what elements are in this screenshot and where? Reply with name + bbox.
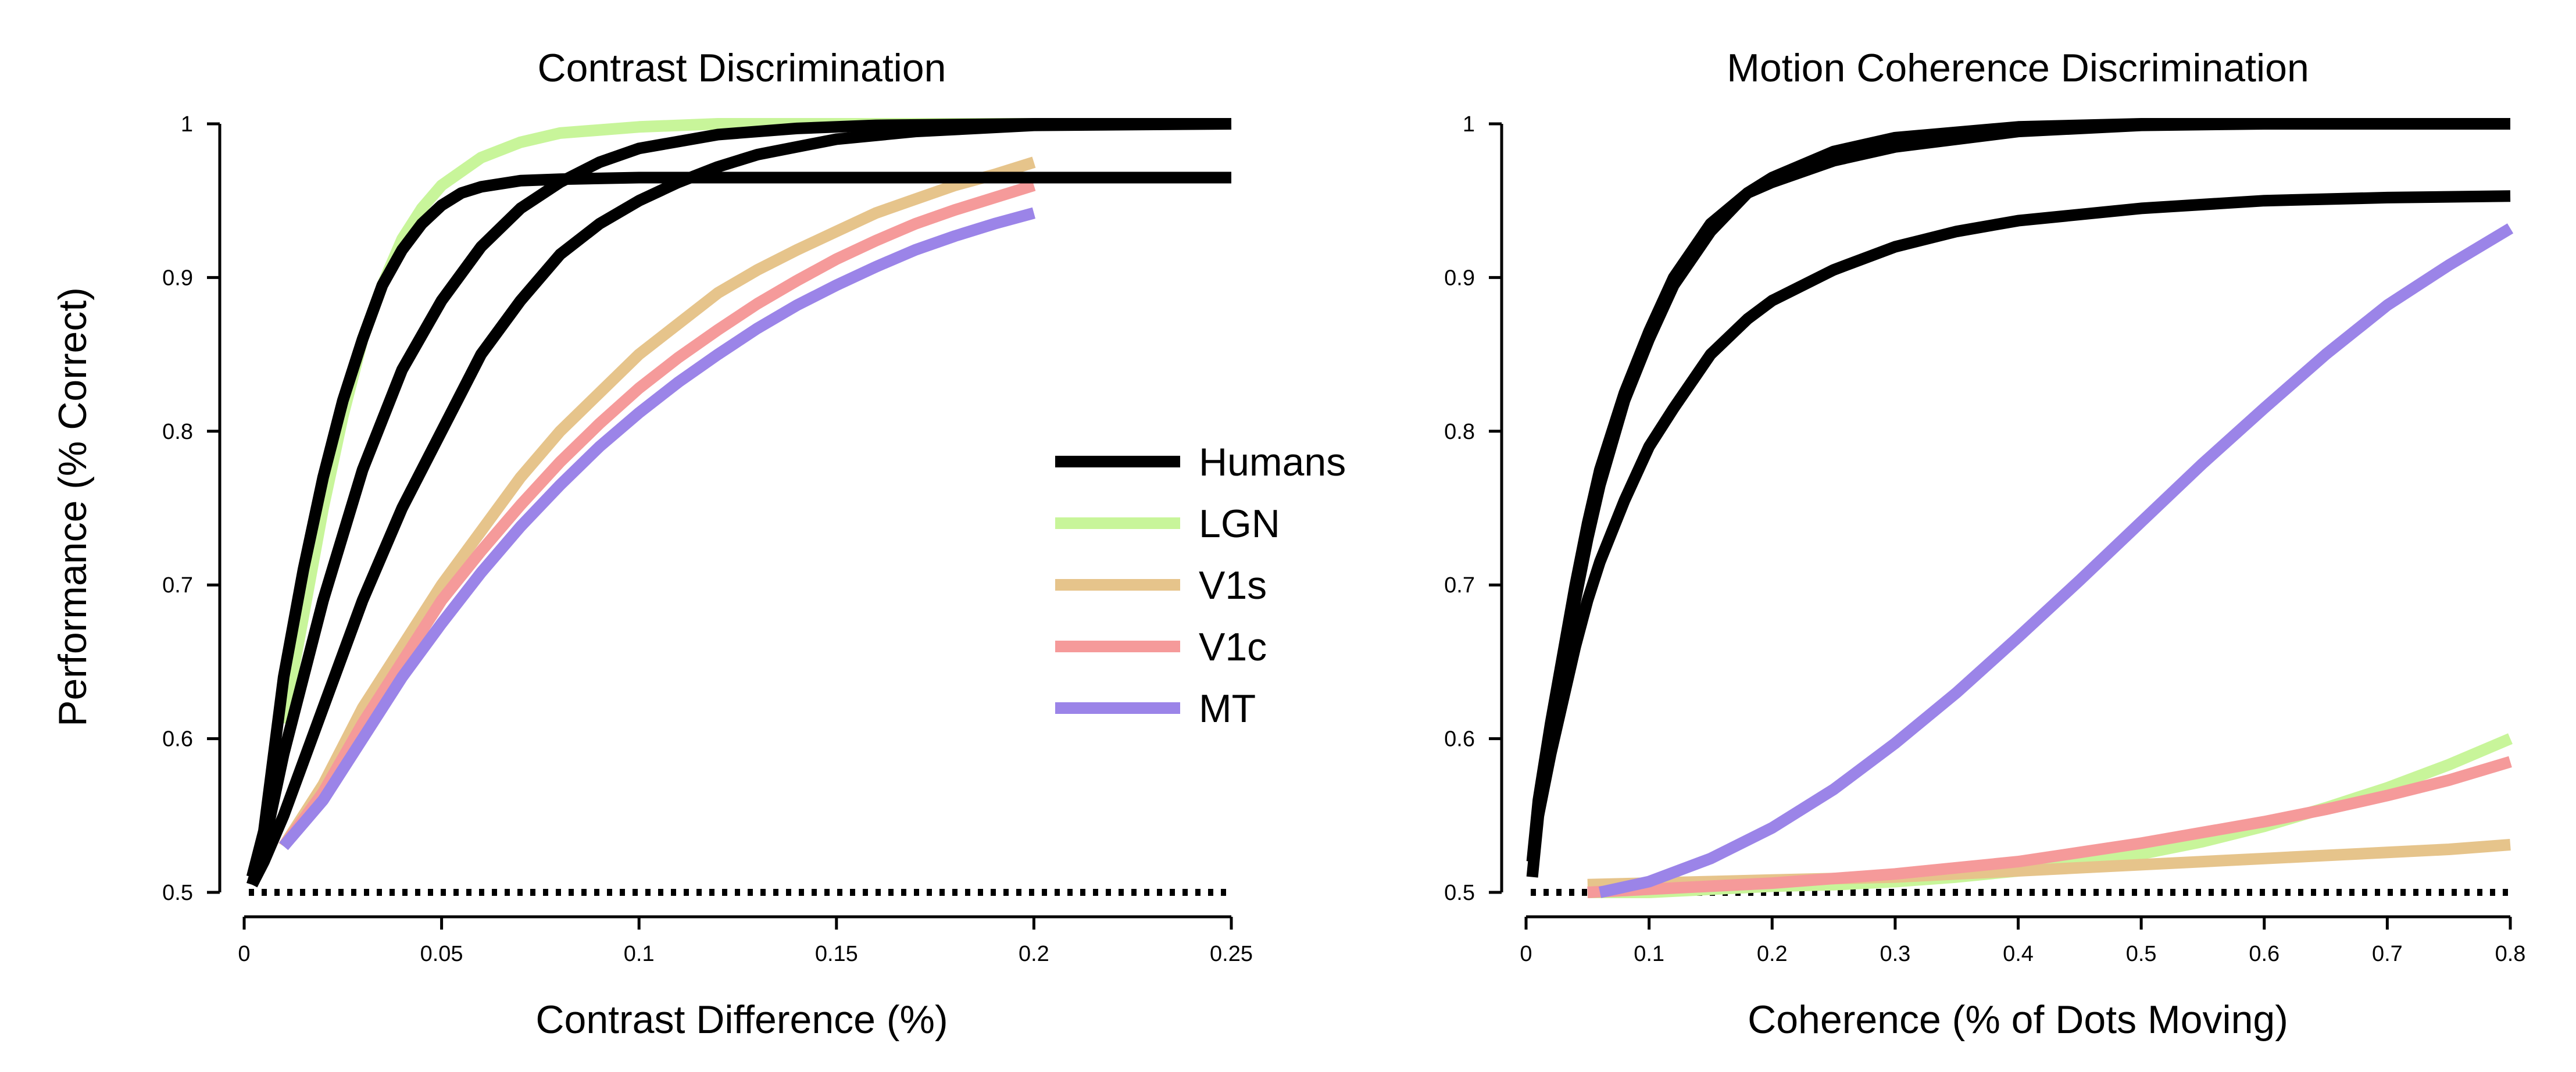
x-tick-label: 0.5 bbox=[2126, 942, 2157, 966]
y-tick-label: 0.8 bbox=[162, 420, 193, 444]
series-line-humans bbox=[1526, 118, 2510, 863]
x-tick-label: 0 bbox=[238, 942, 250, 966]
legend-label: V1s bbox=[1199, 563, 1267, 608]
y-tick-label: 0.5 bbox=[162, 881, 193, 905]
x-tick-label: 0.6 bbox=[2249, 942, 2280, 966]
axes bbox=[218, 124, 1231, 919]
x-tick-label: 0.25 bbox=[1210, 942, 1253, 966]
y-axis-label: Performance (% Correct) bbox=[51, 287, 95, 727]
series-line-mt bbox=[279, 207, 1036, 851]
x-tick-label: 0.7 bbox=[2372, 942, 2403, 966]
motion-coherence-discrimination-panel: Motion Coherence Discrimination Coherenc… bbox=[1444, 46, 2525, 1042]
ticks: 0.5 0.6 0.7 0.8 0.9 1 0 0.05 0.1 0.15 0.2 0.25 bbox=[162, 112, 1253, 966]
series-group bbox=[1526, 118, 2514, 898]
chart-title: Motion Coherence Discrimination bbox=[1727, 46, 2309, 90]
x-tick-label: 0.1 bbox=[1634, 942, 1664, 966]
legend-label: V1c bbox=[1199, 625, 1267, 669]
x-tick-label: 0.8 bbox=[2495, 942, 2526, 966]
ticks: 0.5 0.6 0.7 0.8 0.9 1 0 0.1 0.2 0.3 0.4 0.5 0.6 0.7 0.… bbox=[1444, 112, 2525, 966]
series-line-humans bbox=[1526, 118, 2510, 878]
x-tick-label: 0.1 bbox=[624, 942, 655, 966]
series-line-humans bbox=[1532, 190, 2511, 817]
x-tick-label: 0.4 bbox=[2003, 942, 2034, 966]
legend-label: LGN bbox=[1199, 502, 1280, 546]
x-tick-label: 0.2 bbox=[1019, 942, 1049, 966]
y-tick-label: 0.7 bbox=[1444, 573, 1475, 598]
series-line-v1c bbox=[278, 180, 1036, 850]
x-tick-label: 0.3 bbox=[1880, 942, 1910, 966]
x-tick-label: 0.05 bbox=[420, 942, 463, 966]
x-tick-label: 0 bbox=[1520, 942, 1532, 966]
series-line-lgn bbox=[278, 118, 1034, 725]
series-line-humans bbox=[246, 118, 1231, 887]
series-line-humans bbox=[246, 118, 1232, 888]
x-axis-label: Coherence (% of Dots Moving) bbox=[1748, 998, 2288, 1042]
x-tick-label: 0.2 bbox=[1757, 942, 1788, 966]
series-line-v1s bbox=[278, 156, 1036, 850]
x-tick-label: 0.15 bbox=[815, 942, 858, 966]
x-axis-label: Contrast Difference (%) bbox=[535, 998, 948, 1042]
series-line-mt bbox=[1598, 223, 2514, 898]
y-tick-label: 0.8 bbox=[1444, 420, 1475, 444]
series-group bbox=[246, 118, 1232, 888]
y-tick-label: 0.5 bbox=[1444, 881, 1475, 905]
series-line-humans bbox=[246, 171, 1231, 879]
y-tick-label: 0.6 bbox=[1444, 727, 1475, 752]
y-tick-label: 0.7 bbox=[162, 573, 193, 598]
legend-label: Humans bbox=[1199, 440, 1346, 484]
chart-title: Contrast Discrimination bbox=[538, 46, 946, 90]
series-line-v1c bbox=[1587, 756, 2512, 898]
y-tick-label: 0.9 bbox=[1444, 266, 1475, 290]
legend: Humans LGN V1s V1c MT bbox=[1055, 440, 1346, 731]
y-tick-label: 1 bbox=[1463, 112, 1475, 137]
y-tick-label: 0.9 bbox=[162, 266, 193, 290]
y-tick-label: 1 bbox=[181, 112, 193, 137]
y-tick-label: 0.6 bbox=[162, 727, 193, 752]
contrast-discrimination-panel: Contrast Discrimination Performance (% C… bbox=[51, 46, 1346, 1042]
legend-label: MT bbox=[1199, 687, 1256, 731]
